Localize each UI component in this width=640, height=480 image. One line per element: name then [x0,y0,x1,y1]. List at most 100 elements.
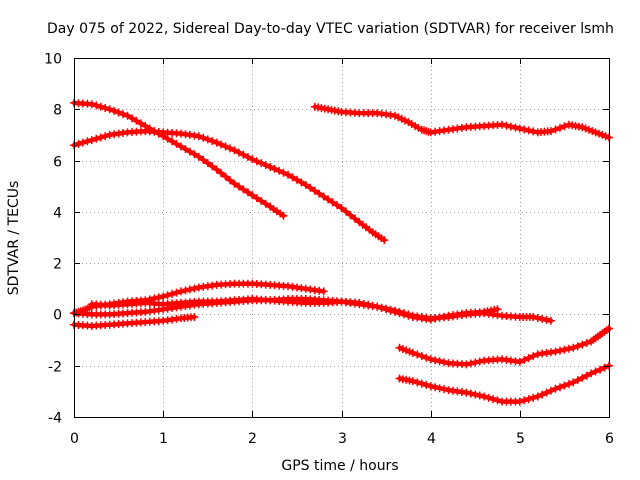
data-point [573,342,582,351]
data-point [359,299,368,308]
data-point [163,291,172,300]
data-point [185,147,194,156]
data-point [564,380,573,388]
data-point [319,192,328,201]
data-point [185,285,194,294]
data-point [324,195,333,204]
data-point [168,289,177,298]
data-point [435,313,444,322]
data-point [190,150,199,159]
data-point [431,356,440,365]
data-point [119,110,127,119]
data-point [506,122,515,131]
data-point [92,134,101,143]
markers-track-g [70,313,199,330]
data-point [83,137,92,146]
data-point [498,120,506,129]
data-point [582,371,591,380]
data-point [511,123,520,132]
data-point [551,347,560,356]
data-point [600,363,609,372]
data-point [377,304,386,312]
data-point [123,111,132,120]
data-point [556,383,564,392]
data-point [462,388,471,397]
data-point [578,373,587,382]
data-point [431,314,440,323]
data-point [520,396,529,405]
data-point [288,173,297,182]
data-point [212,138,221,147]
data-point [87,136,96,145]
data-point [132,116,141,125]
data-point [243,188,252,197]
data-point [74,139,83,148]
data-point [306,183,315,192]
data-point [533,314,542,322]
data-point [515,357,524,366]
data-point [551,384,560,393]
data-point [172,288,181,297]
data-point [226,144,234,153]
data-point [404,311,413,320]
data-point [292,175,301,184]
data-point [471,358,480,367]
data-point [466,359,475,368]
data-point [515,124,524,133]
data-point [96,133,105,142]
data-point [261,161,270,170]
data-point [422,380,431,389]
y-tick-label: -4 [48,411,62,427]
data-point [301,180,310,189]
data-point [524,354,533,362]
data-point [596,365,605,374]
data-point [440,385,448,394]
data-point [337,204,346,212]
series-layer [70,98,613,406]
data-point [399,310,408,319]
data-point [248,155,257,164]
data-point [78,138,87,147]
data-point [101,104,110,112]
data-point [426,382,435,391]
data-point [564,344,573,353]
data-point [587,369,596,378]
data-point [239,150,248,159]
data-point [177,287,185,296]
data-point [591,367,600,376]
markers-track-c [310,102,613,142]
data-point [243,153,252,161]
data-point [235,148,243,157]
data-point [328,198,337,207]
data-point [489,395,498,404]
data-point [346,211,355,220]
data-point [217,169,226,178]
data-point [199,133,208,142]
data-point [297,178,306,187]
data-point [382,305,391,314]
data-point [391,307,399,316]
data-point [101,132,110,141]
data-point [380,236,389,245]
data-point [217,140,226,149]
data-point [408,348,417,357]
data-point [582,339,591,347]
data-point [319,287,328,296]
data-point [493,305,502,314]
markers-track-f [70,295,502,324]
data-point [315,189,324,198]
data-point [529,352,538,361]
data-point [573,376,582,385]
data-point [422,353,431,362]
data-point [279,168,288,177]
data-point [431,383,440,392]
data-point [462,360,471,369]
markers-track-b [70,127,389,245]
data-point [257,159,266,168]
data-point [177,142,185,151]
data-point [524,395,533,404]
data-point [208,137,217,145]
data-point [538,314,547,323]
y-axis-label: SDTVAR / TECUs [6,181,22,296]
data-point [426,355,435,364]
